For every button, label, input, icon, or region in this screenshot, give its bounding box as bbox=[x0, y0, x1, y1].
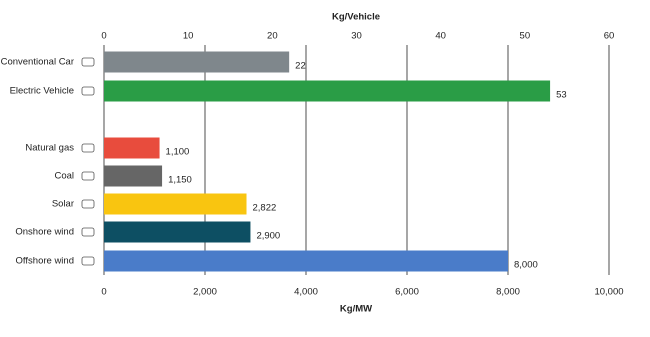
category-icon bbox=[81, 171, 95, 181]
axis-title: Kg/MW bbox=[340, 304, 372, 315]
x-tick-label: 0 bbox=[101, 287, 106, 298]
x-tick-label: 40 bbox=[435, 31, 446, 42]
category-label: Natural gas bbox=[25, 143, 74, 154]
category-icon bbox=[81, 256, 95, 266]
value-label: 2,900 bbox=[256, 231, 280, 242]
category-icon bbox=[81, 227, 95, 237]
value-label: 22 bbox=[295, 61, 306, 72]
x-tick-label: 0 bbox=[101, 31, 106, 42]
x-tick-label: 4,000 bbox=[294, 287, 318, 298]
category-label: Conventional Car bbox=[1, 57, 74, 68]
bar bbox=[104, 250, 508, 272]
category-label: Electric Vehicle bbox=[10, 86, 74, 97]
bar bbox=[104, 137, 160, 159]
bar bbox=[104, 221, 251, 243]
category-label: Coal bbox=[54, 171, 74, 182]
x-tick-label: 6,000 bbox=[395, 287, 419, 298]
x-tick-label: 10 bbox=[183, 31, 194, 42]
category-label: Solar bbox=[52, 199, 74, 210]
bar bbox=[104, 165, 163, 187]
category-label: Onshore wind bbox=[15, 227, 74, 238]
x-tick-label: 20 bbox=[267, 31, 278, 42]
axis-title: Kg/Vehicle bbox=[332, 12, 380, 23]
category-icon bbox=[81, 199, 95, 209]
bar bbox=[104, 80, 551, 102]
category-label: Offshore wind bbox=[16, 256, 74, 267]
x-tick-label: 30 bbox=[351, 31, 362, 42]
value-label: 53 bbox=[556, 90, 567, 101]
category-icon bbox=[81, 143, 95, 153]
bar bbox=[104, 193, 247, 215]
x-tick-label: 2,000 bbox=[193, 287, 217, 298]
value-label: 1,100 bbox=[166, 147, 190, 158]
value-label: 2,822 bbox=[253, 203, 277, 214]
category-icon bbox=[81, 86, 95, 96]
bar bbox=[104, 51, 290, 73]
x-tick-label: 50 bbox=[520, 31, 531, 42]
x-tick-label: 60 bbox=[604, 31, 615, 42]
category-icon bbox=[81, 57, 95, 67]
value-label: 1,150 bbox=[168, 175, 192, 186]
x-tick-label: 10,000 bbox=[594, 287, 623, 298]
value-label: 8,000 bbox=[514, 260, 538, 271]
x-tick-label: 8,000 bbox=[496, 287, 520, 298]
